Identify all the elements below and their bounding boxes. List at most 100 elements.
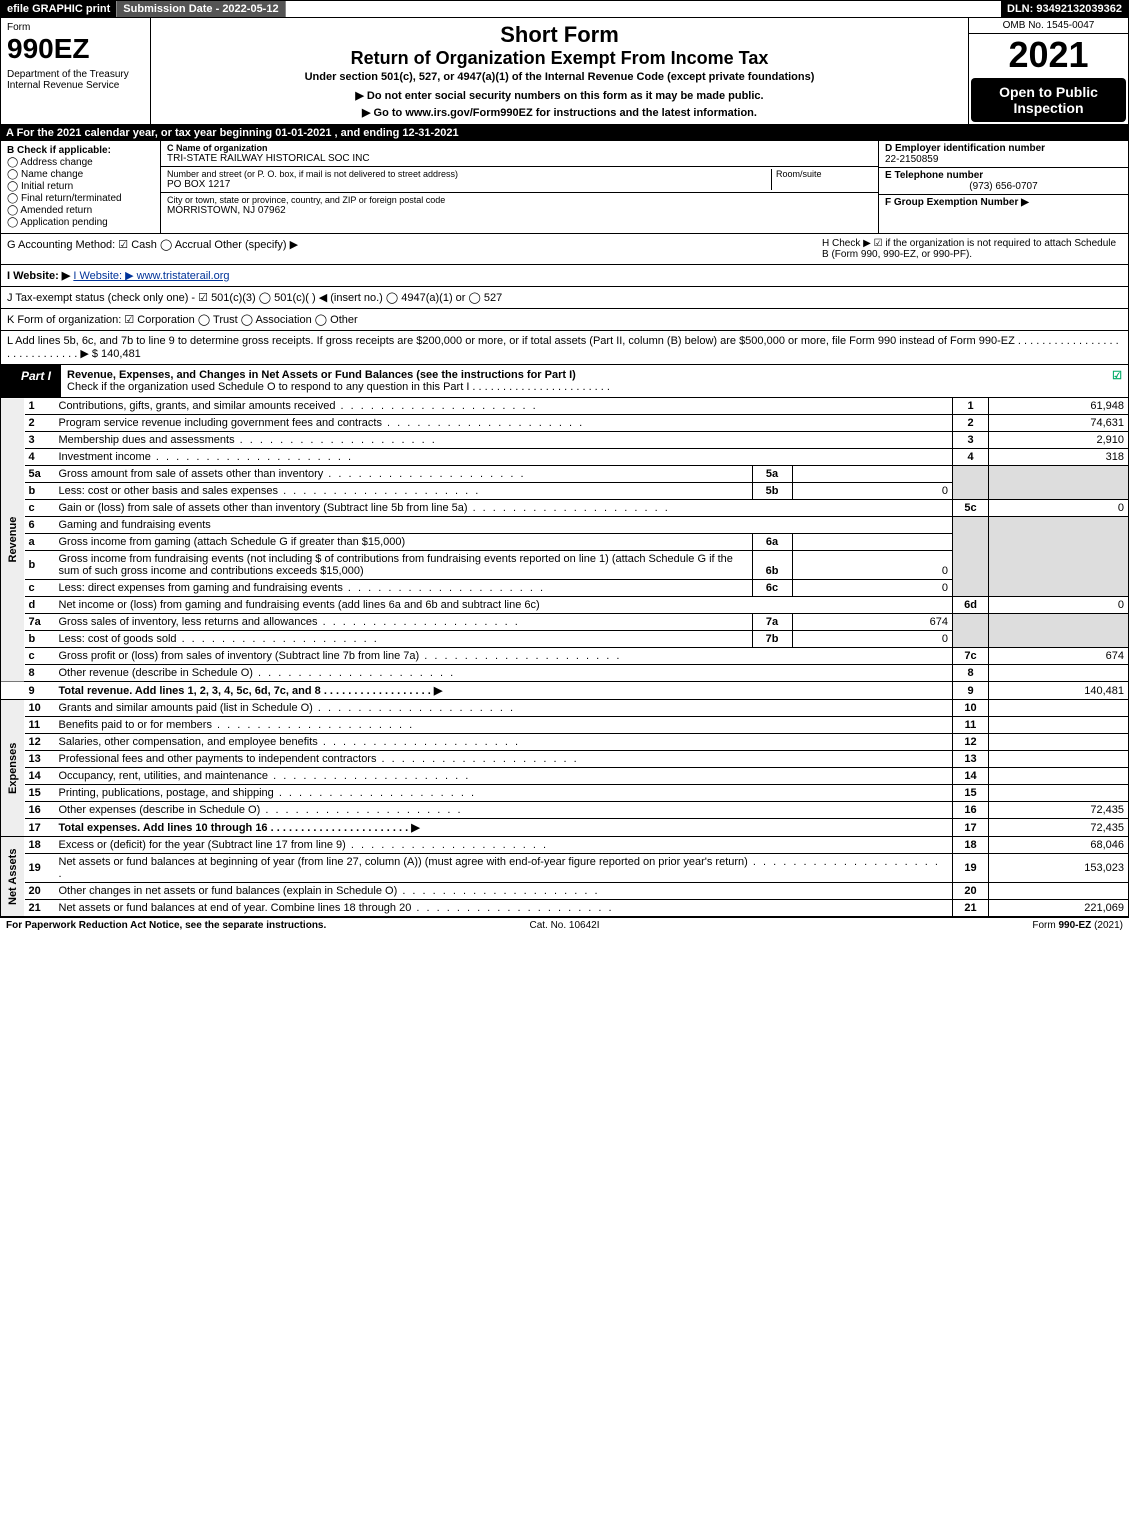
ln9-spacer [1, 682, 25, 700]
ln5a-wrap: Gross amount from sale of assets other t… [55, 466, 953, 483]
row-l-gross: L Add lines 5b, 6c, and 7b to line 9 to … [0, 331, 1129, 365]
ln17-desc: Total expenses. Add lines 10 through 16 … [55, 819, 953, 837]
ln6c-num: c [25, 580, 55, 597]
ln7a-num: 7a [25, 614, 55, 631]
ln16-rnum: 16 [953, 802, 989, 819]
goto-link[interactable]: ▶ Go to www.irs.gov/Form990EZ for instru… [157, 106, 962, 119]
ln9-rnum: 9 [953, 682, 989, 700]
ln5ab-shade2 [989, 466, 1129, 500]
ln7a-sv: 674 [792, 614, 952, 630]
col-c-org: C Name of organization TRI-STATE RAILWAY… [161, 141, 878, 233]
ln16-num: 16 [25, 802, 55, 819]
title-short-form: Short Form [157, 22, 962, 48]
ln5a-num: 5a [25, 466, 55, 483]
ln14-desc: Occupancy, rent, utilities, and maintena… [55, 768, 953, 785]
spacer [286, 1, 1001, 17]
website-link[interactable]: I Website: ▶ www.tristaterail.org [73, 270, 229, 282]
ln3-num: 3 [25, 432, 55, 449]
ln12-desc: Salaries, other compensation, and employ… [55, 734, 953, 751]
chk-initial[interactable]: ◯ Initial return [7, 181, 154, 192]
ln5a-desc: Gross amount from sale of assets other t… [55, 466, 753, 482]
form-number: 990EZ [7, 33, 144, 65]
goto-text[interactable]: ▶ Go to www.irs.gov/Form990EZ for instru… [362, 107, 757, 119]
org-name-block: C Name of organization TRI-STATE RAILWAY… [161, 141, 878, 167]
row-a-period: A For the 2021 calendar year, or tax yea… [0, 125, 1129, 141]
dept-label: Department of the Treasury Internal Reve… [7, 69, 144, 91]
ln2-rnum: 2 [953, 415, 989, 432]
footer-left: For Paperwork Reduction Act Notice, see … [6, 920, 378, 931]
ln17-val: 72,435 [989, 819, 1129, 837]
ln12-num: 12 [25, 734, 55, 751]
ln5b-sn: 5b [752, 483, 792, 499]
part1-title-text: Revenue, Expenses, and Changes in Net As… [67, 369, 576, 381]
b-label: B Check if applicable: [7, 145, 154, 156]
c-name-val: TRI-STATE RAILWAY HISTORICAL SOC INC [167, 153, 872, 164]
ln5a-sn: 5a [752, 466, 792, 482]
ln7a-sn: 7a [752, 614, 792, 630]
ln15-desc: Printing, publications, postage, and shi… [55, 785, 953, 802]
e-tel: E Telephone number (973) 656-0707 [879, 168, 1128, 195]
ln7-shade2 [989, 614, 1129, 648]
chk-address[interactable]: ◯ Address change [7, 157, 154, 168]
form-word: Form [7, 22, 144, 33]
ln16-val: 72,435 [989, 802, 1129, 819]
ln20-val [989, 883, 1129, 900]
e-val: (973) 656-0707 [885, 181, 1122, 192]
ln10-num: 10 [25, 700, 55, 717]
chk-final[interactable]: ◯ Final return/terminated [7, 193, 154, 204]
submission-date: Submission Date - 2022-05-12 [116, 1, 285, 17]
ln12-rnum: 12 [953, 734, 989, 751]
row-k-org: K Form of organization: ☑ Corporation ◯ … [0, 309, 1129, 331]
ssn-warning: ▶ Do not enter social security numbers o… [157, 89, 962, 102]
ln13-num: 13 [25, 751, 55, 768]
ln3-desc: Membership dues and assessments [55, 432, 953, 449]
ln1-num: 1 [25, 398, 55, 415]
part1-check: ☑ [1088, 365, 1128, 397]
ln6a-sn: 6a [752, 534, 792, 550]
city-block: City or town, state or province, country… [161, 193, 878, 218]
ln2-desc: Program service revenue including govern… [55, 415, 953, 432]
ln11-desc: Benefits paid to or for members [55, 717, 953, 734]
ln7a-wrap: Gross sales of inventory, less returns a… [55, 614, 953, 631]
ln11-num: 11 [25, 717, 55, 734]
ln6b-sn: 6b [752, 551, 792, 579]
ln6d-val: 0 [989, 597, 1129, 614]
ln9-desc: Total revenue. Add lines 1, 2, 3, 4, 5c,… [55, 682, 953, 700]
row-gh: G Accounting Method: ☑ Cash ◯ Accrual Ot… [0, 234, 1129, 265]
header-left: Form 990EZ Department of the Treasury In… [1, 18, 151, 124]
ln5b-num: b [25, 483, 55, 500]
ln4-rnum: 4 [953, 449, 989, 466]
ln6-desc: Gaming and fundraising events [55, 517, 953, 534]
chk-amended[interactable]: ◯ Amended return [7, 205, 154, 216]
netassets-side-label: Net Assets [1, 837, 25, 917]
ln9-num: 9 [25, 682, 55, 700]
ln11-rnum: 11 [953, 717, 989, 734]
ln5c-desc: Gain or (loss) from sale of assets other… [55, 500, 953, 517]
part1-table: Revenue 1 Contributions, gifts, grants, … [0, 398, 1129, 917]
ln7c-desc: Gross profit or (loss) from sales of inv… [55, 648, 953, 665]
title-return: Return of Organization Exempt From Incom… [157, 48, 962, 69]
ln16-desc: Other expenses (describe in Schedule O) [55, 802, 953, 819]
ln6a-sv [792, 534, 952, 550]
chk-name[interactable]: ◯ Name change [7, 169, 154, 180]
ln20-rnum: 20 [953, 883, 989, 900]
ln6b-desc: Gross income from fundraising events (no… [55, 551, 753, 579]
ln21-desc: Net assets or fund balances at end of ye… [55, 900, 953, 917]
part1-tab: Part I [1, 365, 61, 397]
ln21-val: 221,069 [989, 900, 1129, 917]
ln7b-sv: 0 [792, 631, 952, 647]
ln7c-num: c [25, 648, 55, 665]
revenue-side-label: Revenue [1, 398, 25, 682]
ln6c-sv: 0 [792, 580, 952, 596]
d-lbl: D Employer identification number [885, 143, 1122, 154]
ln15-num: 15 [25, 785, 55, 802]
efile-label[interactable]: efile GRAPHIC print [1, 1, 116, 17]
ln7b-num: b [25, 631, 55, 648]
d-ein: D Employer identification number 22-2150… [879, 141, 1128, 168]
ln4-val: 318 [989, 449, 1129, 466]
part1-header: Part I Revenue, Expenses, and Changes in… [0, 365, 1129, 398]
chk-pending[interactable]: ◯ Application pending [7, 217, 154, 228]
ln6c-wrap: Less: direct expenses from gaming and fu… [55, 580, 953, 597]
ln13-rnum: 13 [953, 751, 989, 768]
ln5b-sv: 0 [792, 483, 952, 499]
